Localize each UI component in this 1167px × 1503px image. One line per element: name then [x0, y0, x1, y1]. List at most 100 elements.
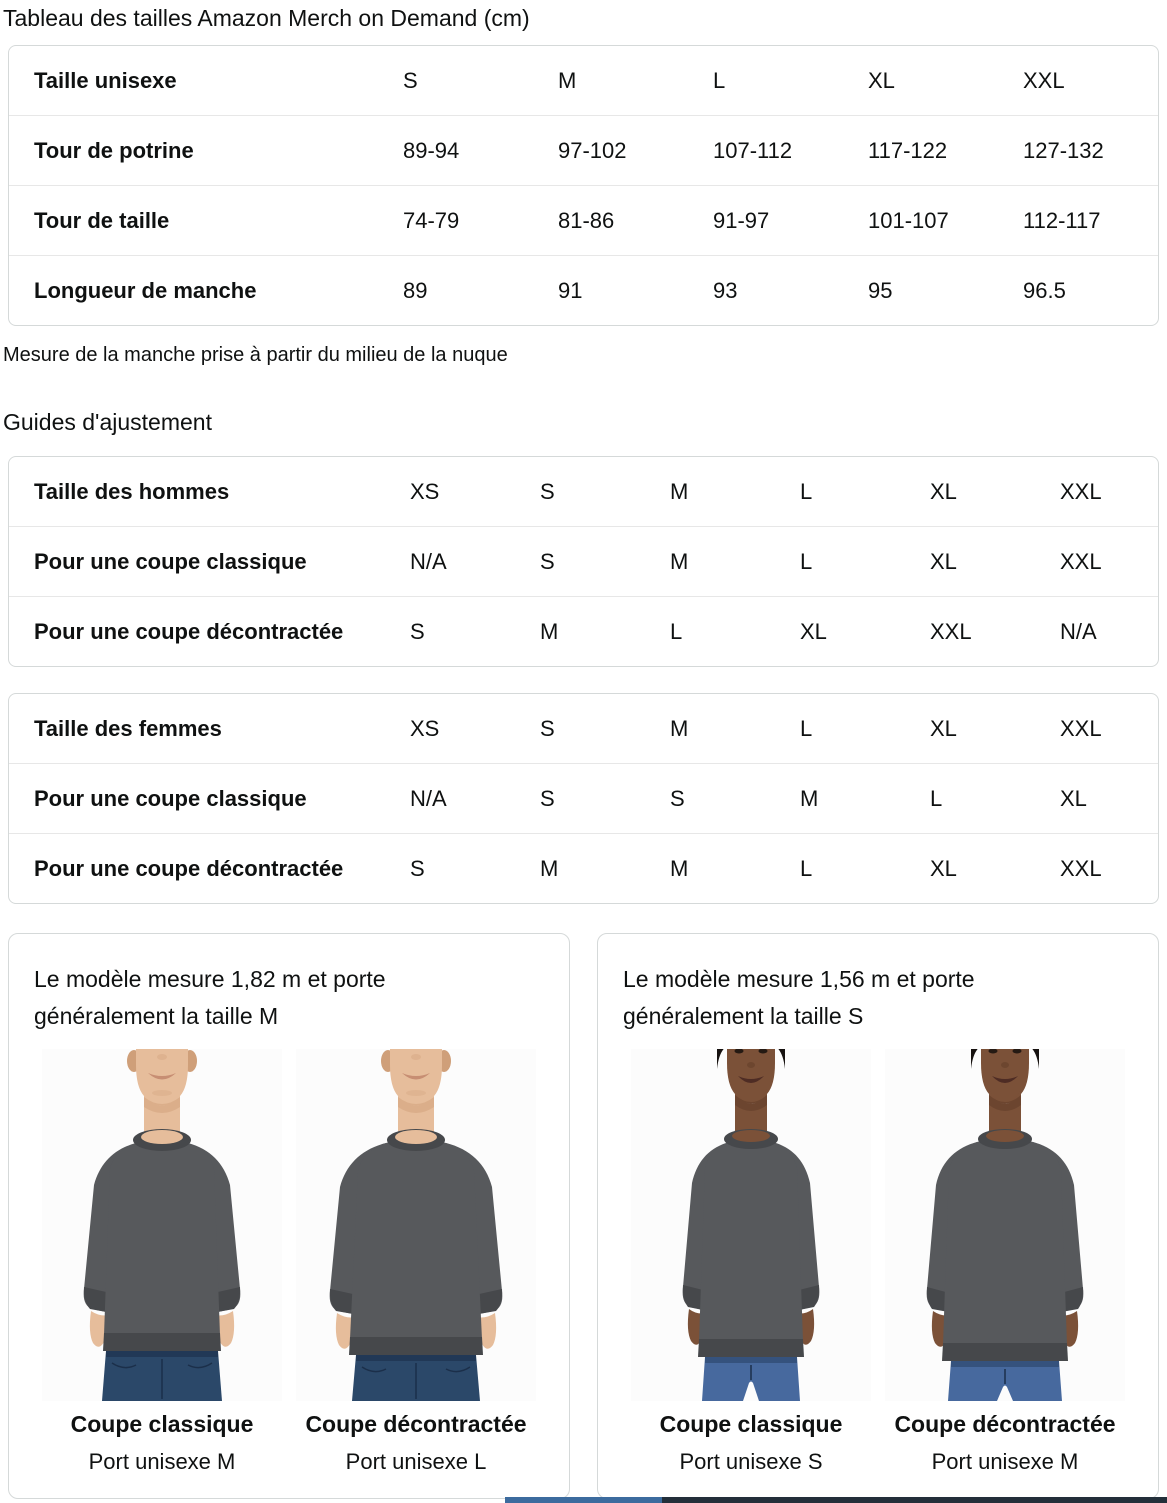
- size-cell: XXL: [1060, 548, 1102, 574]
- women-model-card: Le modèle mesure 1,56 m et porte général…: [597, 933, 1159, 1499]
- size-cell: XL: [930, 855, 957, 881]
- size-cell: S: [410, 855, 425, 881]
- wear-label: Port unisexe M: [931, 1449, 1079, 1474]
- row-coupe-classique-hommes: Pour une coupe classique N/A S M L XL XX…: [9, 526, 1158, 596]
- row-label: Pour une coupe classique: [34, 785, 307, 811]
- row-label: Longueur de manche: [34, 277, 257, 303]
- size-cell: 101-107: [868, 207, 949, 233]
- row-taille-des-hommes: Taille des hommes XS S M L XL XXL: [9, 457, 1158, 526]
- size-cell: N/A: [1060, 618, 1097, 644]
- model-photos: Coupe classique Port unisexe S: [598, 1049, 1158, 1475]
- row-coupe-classique-femmes: Pour une coupe classique N/A S S M L XL: [9, 763, 1158, 833]
- size-chart-page: Tableau des tailles Amazon Merch on Dema…: [0, 3, 1167, 1503]
- men-model-card: Le modèle mesure 1,82 m et porte général…: [8, 933, 570, 1499]
- size-cell: S: [540, 785, 555, 811]
- size-cell: M: [670, 855, 689, 881]
- photo-caption: Coupe décontractée Port unisexe L: [296, 1410, 536, 1475]
- wear-label: Port unisexe S: [679, 1449, 823, 1474]
- size-cell: XXL: [1060, 855, 1102, 881]
- size-cell: S: [540, 715, 555, 741]
- size-cell: XL: [930, 478, 957, 504]
- size-cell: XXL: [1023, 67, 1065, 93]
- size-cell: 74-79: [403, 207, 460, 233]
- collar: [978, 1129, 1032, 1149]
- row-taille-unisexe: Taille unisexe S M L XL XXL: [9, 46, 1158, 115]
- collar: [133, 1129, 191, 1151]
- size-cell: L: [800, 715, 813, 741]
- sweatshirt: [682, 1138, 820, 1357]
- row-label: Pour une coupe décontractée: [34, 618, 344, 644]
- size-cell: N/A: [410, 785, 447, 811]
- jeans: [948, 1361, 1062, 1401]
- jeans: [352, 1355, 480, 1401]
- sweatshirt: [329, 1138, 503, 1355]
- model-description: Le modèle mesure 1,82 m et porte général…: [34, 966, 386, 1029]
- row-label: Tour de potrine: [34, 137, 194, 163]
- size-cell: M: [670, 715, 689, 741]
- photo-caption: Coupe classique Port unisexe S: [631, 1410, 871, 1475]
- sweatshirt: [83, 1139, 241, 1351]
- wear-label: Port unisexe L: [345, 1449, 487, 1474]
- model-photo-men-classic-fit: [42, 1049, 282, 1401]
- model-photo-men-relaxed-fit: [296, 1049, 536, 1401]
- size-cell: M: [670, 548, 689, 574]
- model-description: Le modèle mesure 1,56 m et porte général…: [623, 966, 975, 1029]
- size-cell: L: [670, 618, 683, 644]
- fit-label: Coupe classique: [659, 1411, 843, 1437]
- size-cell: L: [800, 548, 813, 574]
- size-cell: N/A: [410, 548, 447, 574]
- size-cell: XL: [800, 618, 827, 644]
- sweatshirt: [926, 1138, 1084, 1361]
- figure-women-relaxed: Coupe décontractée Port unisexe M: [885, 1049, 1125, 1475]
- row-label: Tour de taille: [34, 207, 170, 233]
- row-tour-de-taille: Tour de taille 74-79 81-86 91-97 101-107…: [9, 185, 1158, 255]
- figure-men-classic: Coupe classique Port unisexe M: [42, 1049, 282, 1475]
- figure-women-classic: Coupe classique Port unisexe S: [631, 1049, 871, 1475]
- size-cell: XXL: [930, 618, 972, 644]
- women-fit-table: Taille des femmes XS S M L XL XXL Pour u…: [8, 693, 1159, 904]
- row-label: Pour une coupe décontractée: [34, 855, 344, 881]
- size-cell: M: [540, 618, 559, 644]
- model-head: [717, 1049, 785, 1142]
- men-fit-table: Taille des hommes XS S M L XL XXL Pour u…: [8, 456, 1159, 667]
- row-coupe-decontractee-femmes: Pour une coupe décontractée S M M L XL X…: [9, 833, 1158, 903]
- size-cell: 107-112: [713, 137, 793, 163]
- figure-men-relaxed: Coupe décontractée Port unisexe L: [296, 1049, 536, 1475]
- row-longueur-de-manche: Longueur de manche 89 91 93 95 96.5: [9, 255, 1158, 325]
- unisex-size-table: Taille unisexe S M L XL XXL Tour de potr…: [8, 45, 1159, 326]
- size-cell: 97-102: [558, 137, 627, 163]
- model-cards: Le modèle mesure 1,82 m et porte général…: [8, 933, 1159, 1499]
- size-cell: 89: [403, 277, 428, 303]
- next-section-top-edge: [505, 1497, 1167, 1503]
- size-cell: XL: [868, 67, 895, 93]
- size-cell: XXL: [1060, 715, 1102, 741]
- size-cell: 81-86: [558, 207, 615, 233]
- size-cell: 91-97: [713, 207, 770, 233]
- size-cell: XS: [410, 715, 440, 741]
- size-cell: XL: [1060, 785, 1087, 811]
- size-cell: S: [540, 548, 555, 574]
- size-cell: XS: [410, 478, 440, 504]
- fit-label: Coupe classique: [70, 1411, 254, 1437]
- jeans: [102, 1351, 222, 1401]
- size-cell: 93: [713, 277, 738, 303]
- size-cell: M: [800, 785, 819, 811]
- model-head: [381, 1049, 451, 1143]
- row-taille-des-femmes: Taille des femmes XS S M L XL XXL: [9, 694, 1158, 763]
- size-cell: 89-94: [403, 137, 460, 163]
- sleeve-measure-note: Mesure de la manche prise à partir du mi…: [3, 344, 508, 366]
- model-photos: Coupe classique Port unisexe M: [9, 1049, 569, 1475]
- model-head: [971, 1049, 1039, 1142]
- model-photo-women-relaxed-fit: [885, 1049, 1125, 1401]
- row-label: Taille des femmes: [34, 715, 222, 741]
- wear-label: Port unisexe M: [88, 1449, 236, 1474]
- size-cell: L: [713, 67, 726, 93]
- size-cell: L: [930, 785, 943, 811]
- size-cell: 112-117: [1023, 207, 1101, 233]
- size-cell: M: [670, 478, 689, 504]
- fit-label: Coupe décontractée: [894, 1411, 1116, 1437]
- size-cell: XXL: [1060, 478, 1102, 504]
- size-cell: M: [540, 855, 559, 881]
- model-photo-women-classic-fit: [631, 1049, 871, 1401]
- size-cell: XL: [930, 548, 957, 574]
